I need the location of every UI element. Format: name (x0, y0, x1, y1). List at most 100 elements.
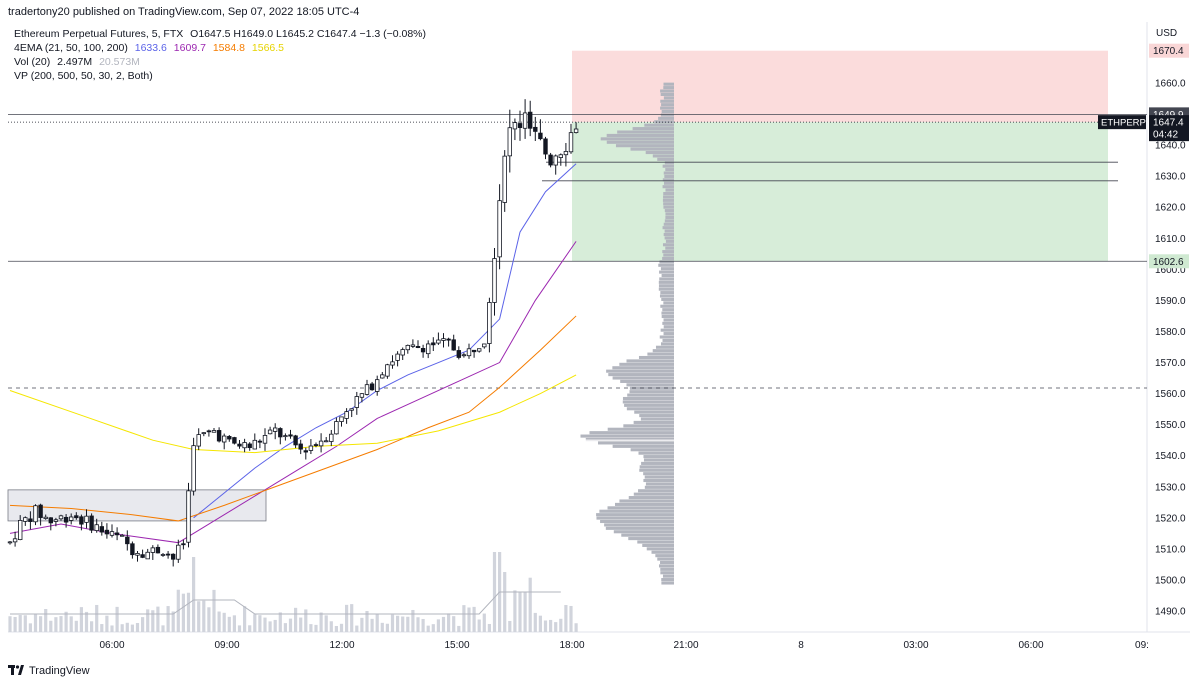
y-tick-label: 1580.0 (1155, 327, 1186, 338)
legend-ema-row[interactable]: 4EMA (21, 50, 100, 200) 1633.6 1609.7 15… (14, 42, 288, 54)
legend-vp-row[interactable]: VP (200, 500, 50, 30, 2, Both) (14, 70, 157, 82)
volume-profile-row (596, 516, 674, 520)
volume-bar (232, 615, 236, 632)
volume-profile-row (660, 92, 674, 96)
volume-bar (462, 605, 466, 632)
stop-badge-label: 1602.6 (1153, 257, 1184, 268)
volume-profile-row (608, 373, 674, 377)
volume-profile-row (660, 106, 674, 110)
candle-body (191, 445, 196, 492)
volume-bar (49, 620, 53, 632)
volume-profile-row (633, 492, 674, 496)
candle-body (227, 436, 232, 440)
volume-bar (166, 606, 170, 632)
x-tick-label: 18:00 (559, 640, 584, 651)
volume-bar (120, 624, 124, 632)
volume-bar (135, 622, 140, 632)
volume-profile-row (658, 263, 674, 267)
volume-bar (268, 621, 272, 632)
volume-bar (248, 625, 252, 632)
volume-bar (74, 620, 78, 632)
candle-body (288, 434, 293, 437)
volume-profile-row (663, 202, 674, 206)
volume-bar (324, 615, 328, 632)
volume-profile-row (652, 349, 674, 353)
candle-body (135, 553, 140, 556)
candle-body (487, 302, 492, 344)
volume-bar (375, 614, 379, 632)
volume-profile-row (661, 578, 674, 582)
volume-profile-row (663, 253, 674, 257)
candle-body (160, 554, 166, 556)
volume-profile-row (606, 369, 674, 373)
volume-profile-row (626, 407, 674, 411)
currency-label: USD (1156, 28, 1177, 39)
y-tick-label: 1570.0 (1155, 358, 1186, 369)
volume-profile-row (660, 89, 674, 93)
volume-profile-row (663, 318, 674, 322)
volume-profile-row (630, 147, 674, 151)
take-profit-badge[interactable] (1149, 43, 1189, 58)
symbol-name[interactable]: Ethereum Perpetual Futures, 5, FTX (14, 28, 184, 40)
volume-bar (538, 615, 542, 632)
volume-bar (125, 622, 129, 632)
volume-bar (457, 625, 461, 632)
candle-body (528, 111, 533, 129)
volume-bar (564, 605, 568, 632)
volume-bar (8, 616, 12, 632)
stop-badge[interactable] (1149, 254, 1189, 269)
y-tick-label: 1520.0 (1155, 513, 1186, 524)
volume-profile-row (645, 150, 674, 155)
volume-profile-row (655, 554, 674, 558)
volume-profile-row (660, 560, 674, 565)
volume-bar (243, 606, 247, 632)
candle-body (176, 544, 181, 560)
volume-profile-row (662, 308, 674, 312)
volume-profile-row (626, 383, 674, 387)
volume-profile-row (640, 417, 674, 421)
volume-profile-row (658, 280, 674, 284)
last-price-badge[interactable] (1149, 115, 1189, 142)
volume-bar (411, 609, 415, 632)
tradingview-logo[interactable]: TradingView (8, 664, 90, 678)
volume-bar (472, 606, 476, 632)
candle-body (125, 536, 130, 545)
candle-body (69, 516, 74, 521)
candle-body (522, 112, 528, 129)
volume-bar (202, 600, 206, 632)
stop-loss-zone[interactable] (572, 50, 1108, 123)
volume-profile-row (664, 236, 674, 240)
candle-body (74, 515, 79, 519)
volume-profile-row (662, 338, 674, 342)
candle-body (369, 383, 375, 391)
candle-body (568, 132, 574, 153)
volume-profile-row (661, 109, 674, 114)
volume-bar (217, 611, 221, 632)
volume-bar (294, 607, 298, 632)
candle-body (517, 123, 523, 128)
volume-bar (79, 607, 83, 632)
volume-profile-row (660, 304, 674, 308)
volume-bar (334, 625, 338, 632)
candle-body (221, 435, 227, 443)
volume-bar (533, 612, 537, 632)
legend-volume-row[interactable]: Vol (20) 2.497M 20.573M (14, 56, 144, 68)
volume-bar (54, 617, 58, 632)
y-tick-label: 1530.0 (1155, 482, 1186, 493)
volume-bar (518, 592, 522, 632)
demand-zone-box[interactable] (7, 489, 267, 522)
candle-body (446, 338, 451, 341)
volume-profile-row (645, 482, 674, 486)
x-tick-label: 12:00 (329, 640, 354, 651)
volume-profile-row (663, 232, 674, 237)
candle-body (308, 445, 314, 451)
volume-profile-row (617, 130, 674, 134)
symbol-tag[interactable] (1098, 115, 1146, 130)
x-tick-label: 09:00 (214, 640, 239, 651)
volume-profile-row (627, 393, 674, 397)
volume-profile-row (619, 499, 674, 503)
volume-profile-row (630, 448, 674, 452)
candle-body (507, 127, 512, 157)
volume-profile-row (663, 205, 674, 209)
